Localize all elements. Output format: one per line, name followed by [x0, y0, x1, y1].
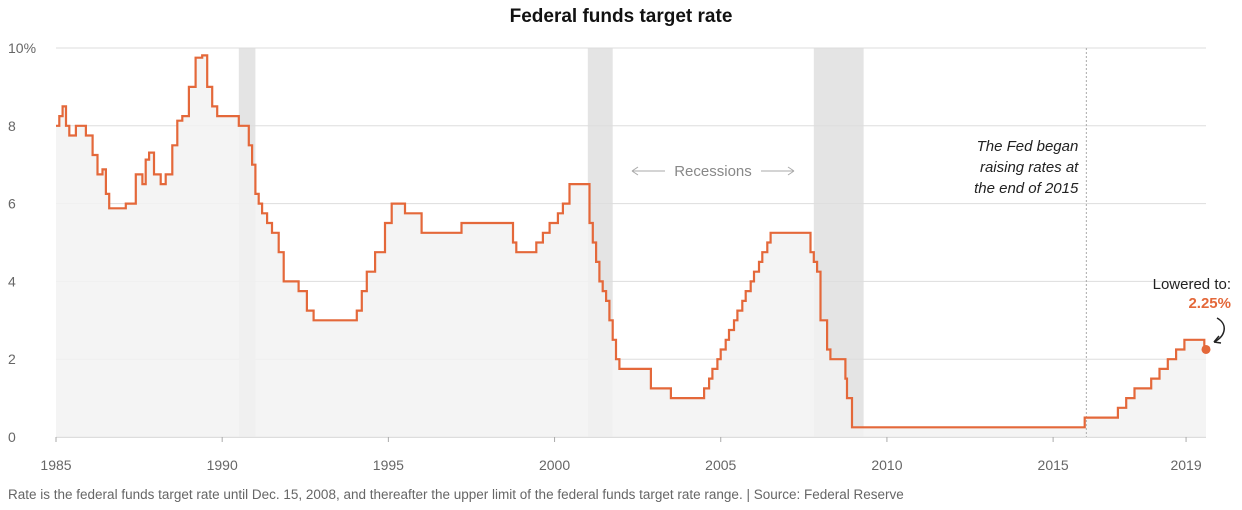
- latest-rate-dot: [1201, 344, 1211, 354]
- annotation-layer: Recessions The Fed began raising rates at t…: [631, 138, 1231, 354]
- tick-layer: 0 2 4 6 8 10% 1985 1990 1995 2000 2005 2010 2015 2019: [8, 40, 1202, 473]
- x-tick-label-2000: 2000: [539, 457, 570, 473]
- lowered-arrow-icon: [1213, 317, 1225, 343]
- x-tick-label-2019: 2019: [1170, 457, 1201, 473]
- recessions-label: Recessions: [674, 163, 752, 180]
- fed-began-annotation-line-3: the end of 2015: [974, 180, 1079, 197]
- x-tick-label-1995: 1995: [373, 457, 404, 473]
- y-tick-label-6: 6: [8, 196, 16, 212]
- source-note: Rate is the federal funds target rate un…: [8, 487, 904, 502]
- y-tick-label-4: 4: [8, 273, 16, 289]
- y-tick-label-8: 8: [8, 118, 16, 134]
- y-tick-label-10: 10%: [8, 40, 36, 56]
- lowered-arrowhead-icon: [1213, 335, 1222, 344]
- recessions-arrow-right-head: [787, 166, 795, 176]
- x-tick-label-2005: 2005: [705, 457, 736, 473]
- x-tick-label-1985: 1985: [40, 457, 71, 473]
- y-tick-label-2: 2: [8, 351, 16, 367]
- recessions-arrow-left-head: [631, 166, 639, 176]
- rate-area-fill: [56, 55, 1206, 438]
- chart-title: Federal funds target rate: [509, 6, 733, 27]
- lowered-to-value: 2.25%: [1188, 295, 1231, 312]
- fed-began-annotation-line-1: The Fed began: [977, 138, 1079, 155]
- rate-series-line: [56, 54, 1206, 429]
- fed-began-annotation-line-2: raising rates at: [980, 159, 1079, 176]
- lowered-to-label: Lowered to:: [1153, 276, 1231, 293]
- x-tick-label-1990: 1990: [207, 457, 238, 473]
- x-tick-label-2010: 2010: [871, 457, 902, 473]
- x-tick-label-2015: 2015: [1038, 457, 1069, 473]
- y-tick-label-0: 0: [8, 429, 16, 445]
